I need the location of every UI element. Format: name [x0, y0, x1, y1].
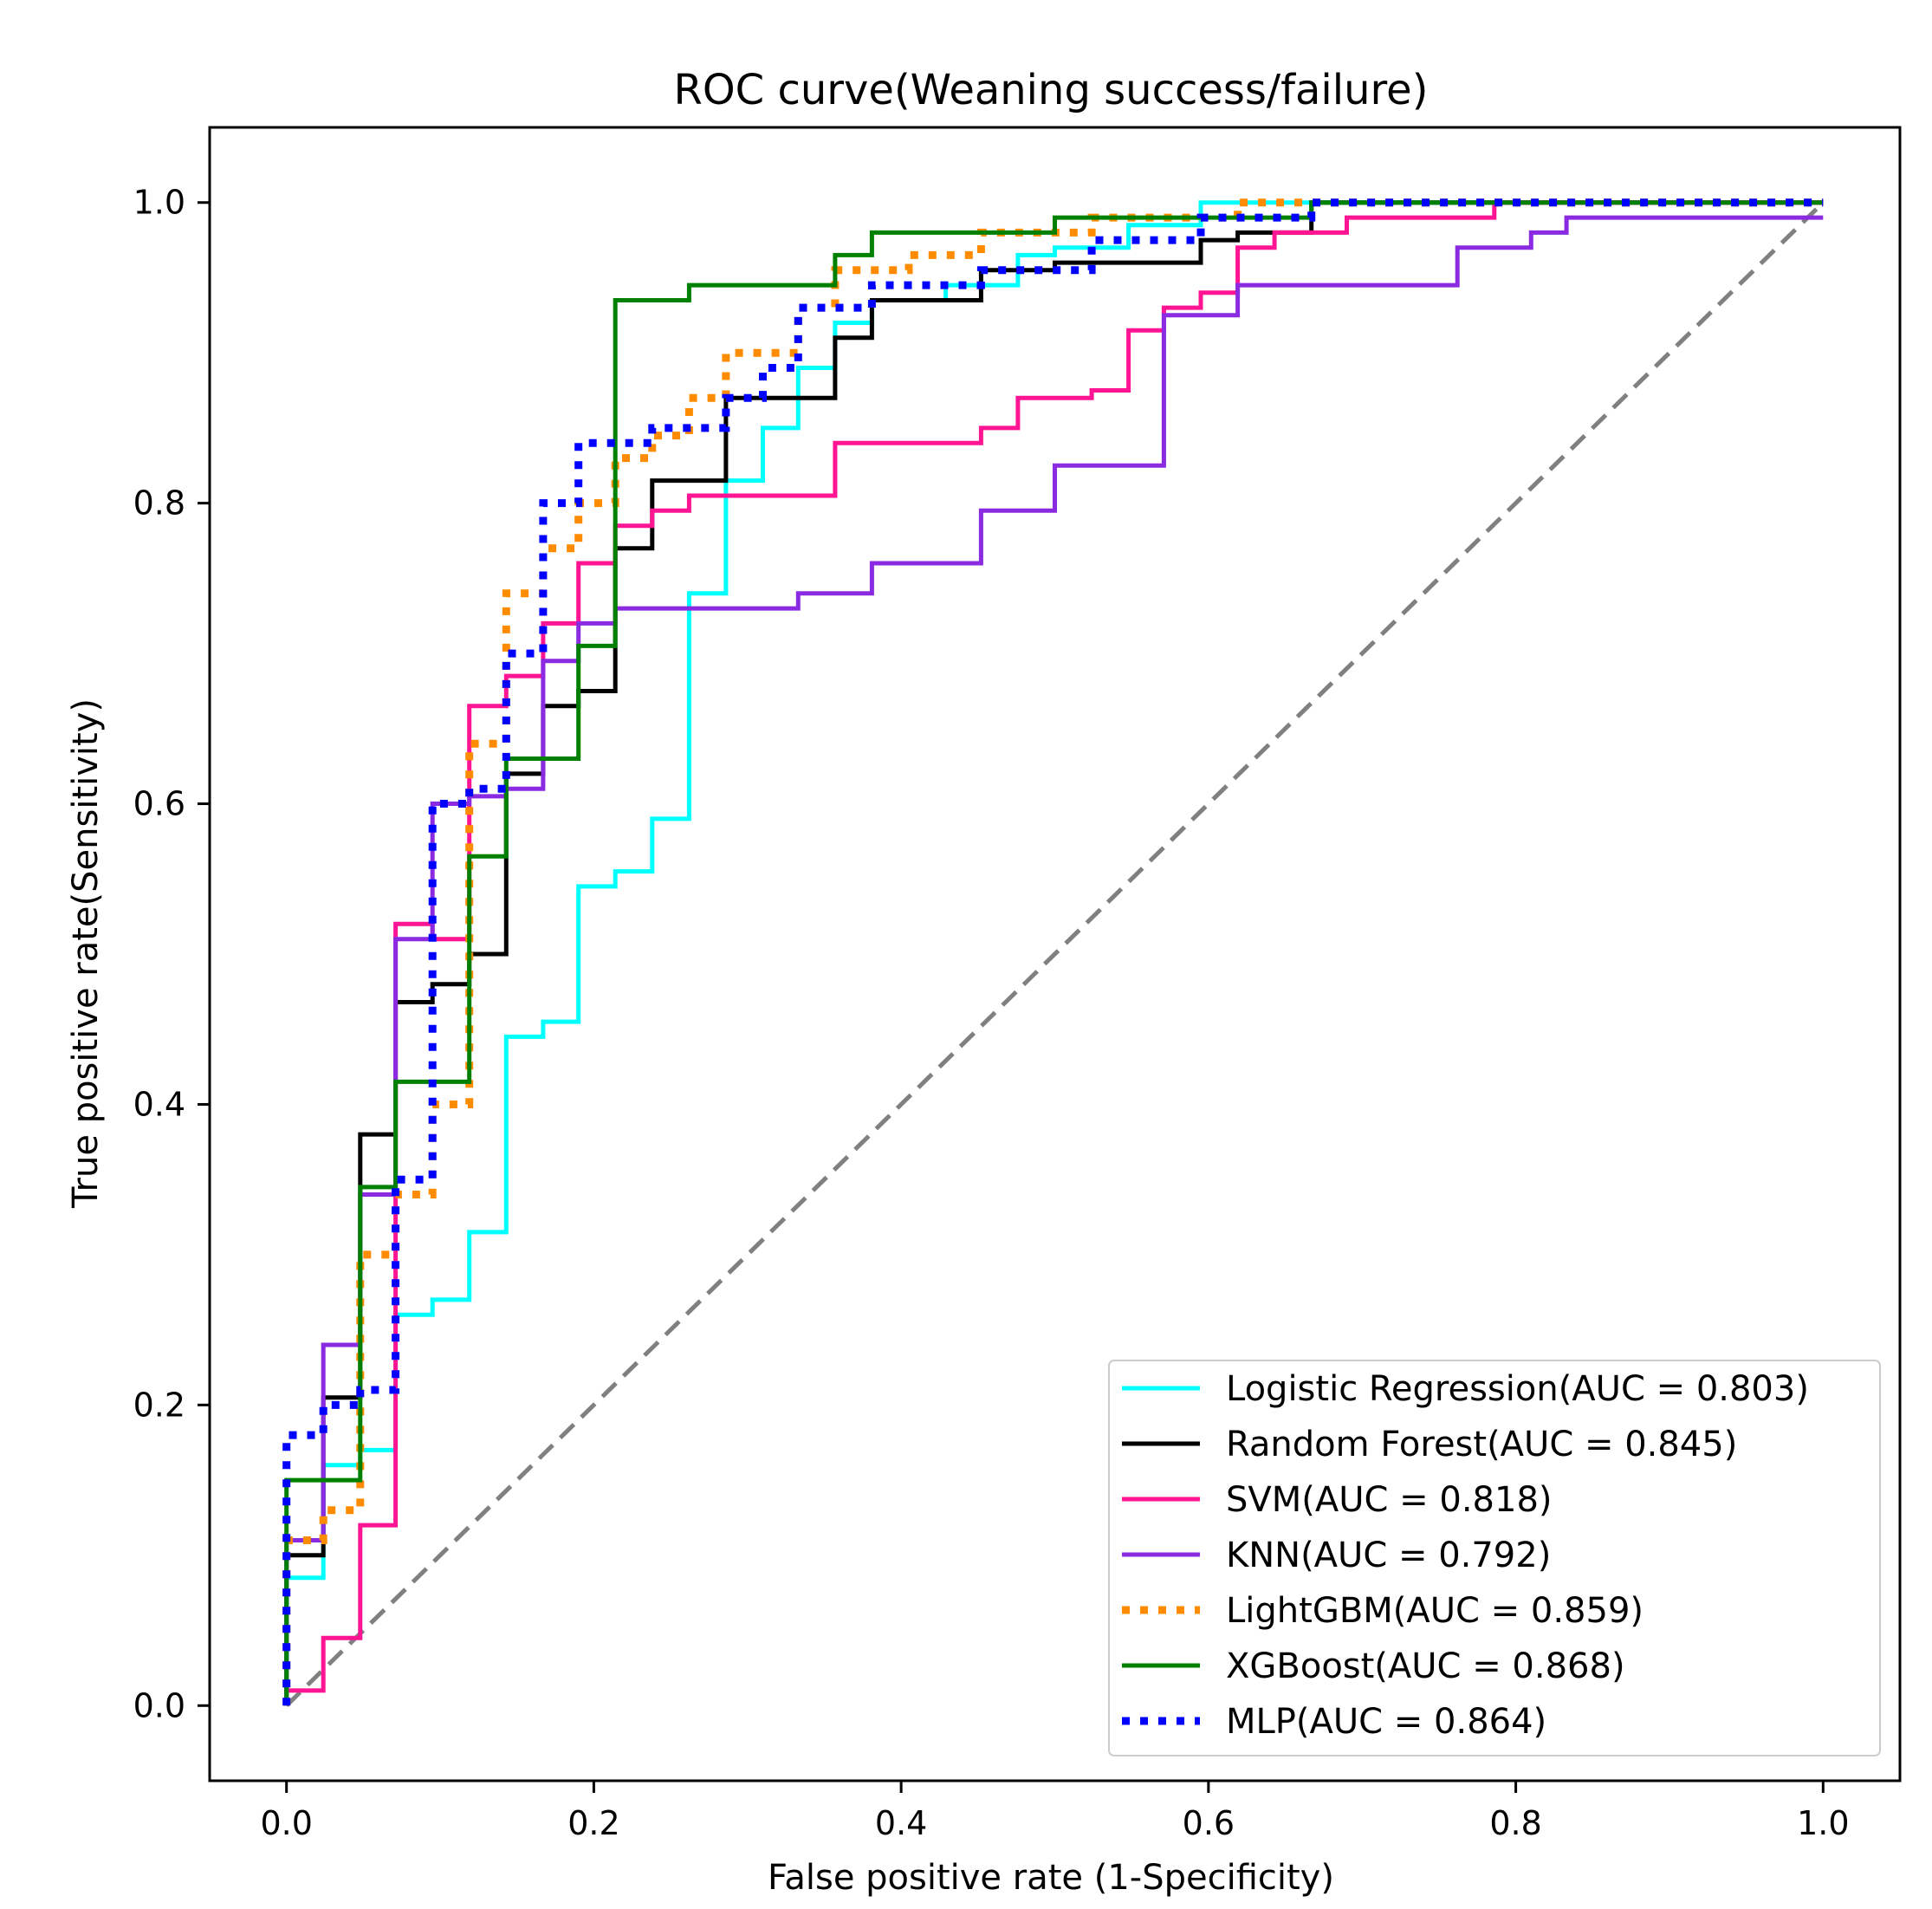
x-tick-label: 0.8: [1489, 1804, 1541, 1842]
axis-ticks: 0.0 0.2 0.4 0.6 0.8 1.0 0.0 0.2 0.4 0.6 0.8 1.0: [133, 184, 1850, 1842]
roc-line-xgboost: [284, 200, 1824, 1706]
plot-lines: [282, 198, 1825, 1708]
legend-label-lightgbm: LightGBM(AUC = 0.859): [1226, 1591, 1643, 1631]
legend: Logistic Regression(AUC = 0.803) Random F…: [1108, 1360, 1881, 1756]
legend-label-random-forest: Random Forest(AUC = 0.845): [1226, 1425, 1737, 1464]
legend-label-mlp: MLP(AUC = 0.864): [1226, 1702, 1546, 1742]
legend-label-xgboost: XGBoost(AUC = 0.868): [1226, 1646, 1625, 1686]
roc-line-logistic-regression: [284, 200, 1824, 1706]
x-tick-label: 0.4: [875, 1804, 927, 1842]
x-tick-label: 0.2: [567, 1804, 619, 1842]
reference-diagonal-line: [284, 200, 1825, 1708]
x-tick-label: 0.6: [1183, 1804, 1235, 1842]
roc-line-mlp: [282, 198, 1824, 1706]
y-tick-label: 0.4: [133, 1085, 185, 1123]
chart-title: ROC curve(Weaning success/failure): [674, 66, 1429, 114]
y-tick-label: 0.8: [133, 484, 185, 523]
legend-label-knn: KNN(AUC = 0.792): [1226, 1536, 1551, 1575]
legend-label-logistic-regression: Logistic Regression(AUC = 0.803): [1226, 1369, 1809, 1409]
x-tick-label: 0.0: [260, 1804, 312, 1842]
legend-label-svm: SVM(AUC = 0.818): [1226, 1480, 1553, 1520]
y-tick-label: 1.0: [133, 184, 185, 222]
y-tick-label: 0.0: [133, 1686, 185, 1724]
y-tick-label: 0.6: [133, 785, 185, 823]
x-tick-label: 1.0: [1797, 1804, 1849, 1842]
plot-frame: [208, 126, 1902, 1782]
y-axis-label: True positive rate(Sensitivity): [66, 698, 106, 1209]
x-axis-label: False positive rate (1-Specificity): [768, 1858, 1334, 1898]
y-tick-label: 0.2: [133, 1386, 185, 1424]
legend-box: [1108, 1360, 1881, 1756]
